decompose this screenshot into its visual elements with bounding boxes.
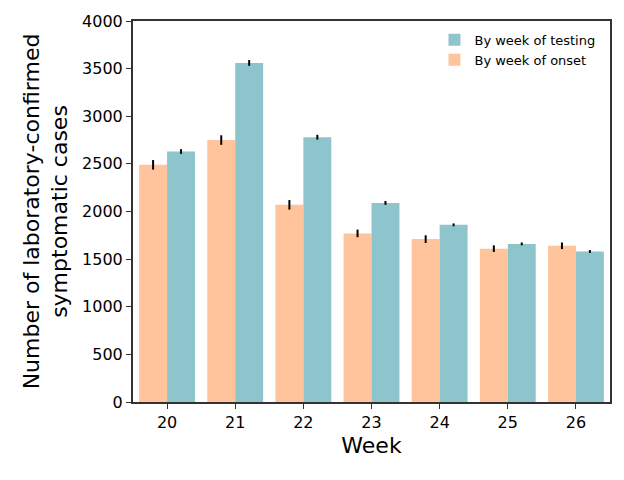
svg-text:500: 500 <box>92 345 123 364</box>
svg-text:3000: 3000 <box>82 107 123 126</box>
svg-text:4000: 4000 <box>82 12 123 31</box>
svg-text:1500: 1500 <box>82 250 123 269</box>
svg-text:2000: 2000 <box>82 202 123 221</box>
svg-text:26: 26 <box>566 413 586 432</box>
svg-text:20: 20 <box>157 413 177 432</box>
svg-text:0: 0 <box>113 393 123 412</box>
svg-text:22: 22 <box>293 413 313 432</box>
svg-text:Week: Week <box>341 433 402 458</box>
svg-text:Number of laboratory-confirmed: Number of laboratory-confirmedsymptomati… <box>19 34 73 390</box>
svg-text:2500: 2500 <box>82 154 123 173</box>
svg-text:By week of testing: By week of testing <box>474 33 595 48</box>
svg-text:By week of onset: By week of onset <box>474 53 586 68</box>
svg-text:24: 24 <box>429 413 449 432</box>
svg-text:3500: 3500 <box>82 59 123 78</box>
svg-text:1000: 1000 <box>82 297 123 316</box>
svg-text:21: 21 <box>225 413 245 432</box>
svg-text:25: 25 <box>498 413 518 432</box>
svg-text:23: 23 <box>361 413 381 432</box>
